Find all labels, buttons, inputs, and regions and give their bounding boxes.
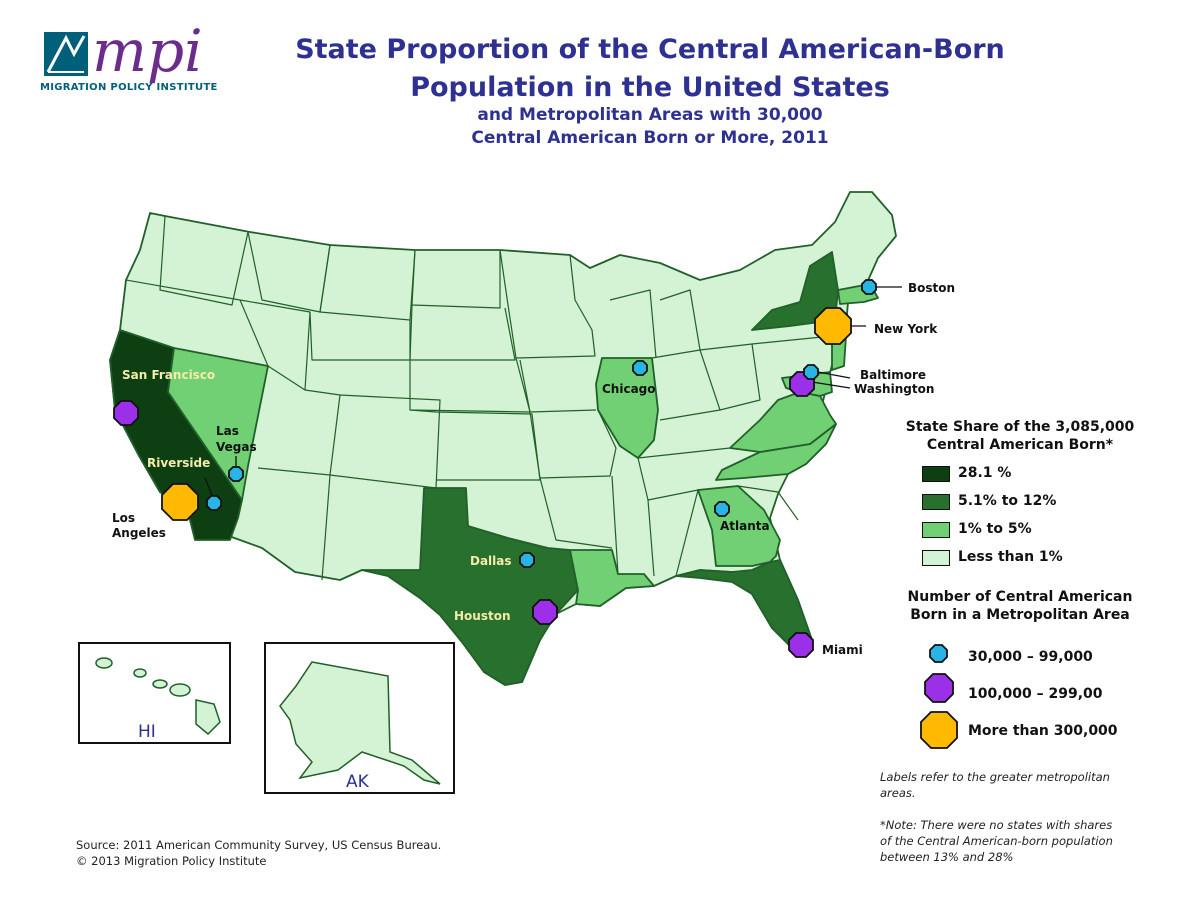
map-subtitle-line1: and Metropolitan Areas with 30,000 bbox=[477, 105, 823, 125]
map-label-dallas: Dallas bbox=[470, 554, 512, 568]
map-label-los-angeles-2: Angeles bbox=[112, 526, 166, 540]
legend-share-item-4: Less than 1% bbox=[958, 549, 1063, 565]
map-label-riverside: Riverside bbox=[147, 456, 210, 470]
legend-share-item-2: 5.1% to 12% bbox=[958, 493, 1057, 509]
logo: mpi MIGRATION POLICY INSTITUTE bbox=[40, 22, 230, 96]
metro-marker-boston bbox=[861, 279, 877, 295]
legend-metro-item-3: More than 300,000 bbox=[968, 723, 1118, 739]
legend-swatch-light bbox=[922, 522, 950, 538]
legend-metro-item-1: 30,000 – 99,000 bbox=[968, 649, 1093, 665]
metro-marker-houston bbox=[532, 599, 558, 625]
map-title-line1: State Proportion of the Central American… bbox=[295, 34, 1005, 65]
note-star-line3: between 13% and 28% bbox=[880, 850, 1014, 864]
state-virginia bbox=[729, 391, 837, 453]
state-nevada bbox=[167, 347, 269, 501]
legend-share-item-1: 28.1 % bbox=[958, 465, 1012, 481]
logo-text: mpi bbox=[92, 17, 203, 85]
legend-share-title-2: Central American Born* bbox=[926, 437, 1114, 453]
map-label-baltimore: Baltimore bbox=[860, 368, 926, 382]
legend-swatch-medium bbox=[922, 494, 950, 510]
state-louisiana bbox=[569, 549, 655, 607]
metro-marker-riverside bbox=[206, 495, 222, 511]
map-label-new-york: New York bbox=[874, 322, 938, 336]
state-texas bbox=[361, 487, 579, 686]
map-label-chicago: Chicago bbox=[602, 382, 656, 396]
map-label-atlanta: Atlanta bbox=[720, 519, 770, 533]
metro-marker-miami bbox=[788, 632, 814, 658]
legend-cyan-marker-icon bbox=[929, 644, 948, 663]
source-line1: Source: 2011 American Community Survey, … bbox=[76, 838, 442, 852]
map-label-las-vegas-1: Las bbox=[216, 424, 239, 438]
legend-gold-marker-icon bbox=[920, 711, 958, 749]
metro-marker-baltimore bbox=[803, 364, 819, 380]
logo-emblem-icon bbox=[44, 32, 88, 76]
note-star-line1: *Note: There were no states with shares bbox=[880, 818, 1113, 832]
map-label-miami: Miami bbox=[822, 643, 863, 657]
map-label-hi: HI bbox=[138, 722, 156, 742]
alaska-shape bbox=[279, 661, 441, 785]
note-labels-line2: areas. bbox=[880, 786, 916, 800]
map-label-san-francisco: San Francisco bbox=[122, 368, 215, 382]
metro-marker-dallas bbox=[519, 552, 535, 568]
metro-marker-san-francisco bbox=[113, 400, 139, 426]
state-florida bbox=[675, 559, 813, 653]
legend-metro-item-2: 100,000 – 299,00 bbox=[968, 686, 1103, 702]
legend-metro-title-2: Born in a Metropolitan Area bbox=[910, 607, 1130, 623]
map-subtitle-line2: Central American Born or More, 2011 bbox=[471, 128, 829, 148]
map-label-houston: Houston bbox=[454, 609, 511, 623]
metro-marker-atlanta bbox=[714, 501, 730, 517]
note-labels-line1: Labels refer to the greater metropolitan bbox=[880, 770, 1110, 784]
legend-swatch-dark bbox=[922, 466, 950, 482]
map-label-los-angeles-1: Los bbox=[112, 511, 135, 525]
legend-share-title-1: State Share of the 3,085,000 bbox=[905, 419, 1135, 435]
metro-marker-las-vegas bbox=[228, 466, 244, 482]
legend-purple-marker-icon bbox=[924, 673, 954, 703]
metro-marker-new-york bbox=[814, 307, 852, 345]
metro-marker-chicago bbox=[632, 360, 648, 376]
map-label-boston: Boston bbox=[908, 281, 955, 295]
hawaii-islands bbox=[95, 657, 221, 736]
map-title-line2: Population in the United States bbox=[410, 72, 890, 103]
logo-subtitle: MIGRATION POLICY INSTITUTE bbox=[40, 82, 218, 93]
legend-metro-symbols bbox=[920, 644, 958, 749]
legend-metro-title-1: Number of Central American bbox=[907, 589, 1133, 605]
metro-marker-los-angeles bbox=[161, 483, 199, 521]
map-label-las-vegas-2: Vegas bbox=[216, 440, 257, 454]
state-new-york bbox=[751, 251, 839, 331]
legend-swatch-pale bbox=[922, 550, 950, 566]
legend-share-item-3: 1% to 5% bbox=[958, 521, 1032, 537]
note-star-line2: of the Central American-born population bbox=[880, 834, 1113, 848]
map-label-washington: Washington bbox=[854, 382, 934, 396]
map-label-ak: AK bbox=[346, 772, 370, 792]
source-line2: © 2013 Migration Policy Institute bbox=[76, 854, 267, 868]
